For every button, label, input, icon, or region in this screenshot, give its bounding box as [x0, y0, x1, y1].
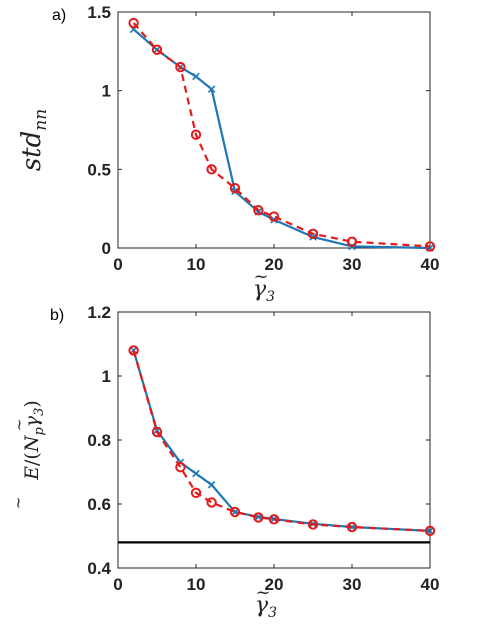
- x-tick-label: 10: [187, 575, 206, 594]
- x-tick-label: 20: [265, 575, 284, 594]
- data-point-circle-marker: [346, 236, 358, 247]
- x-tick-label: 40: [421, 255, 440, 274]
- y-axis-label-b: E/(Npγ3) ~ ~: [9, 400, 47, 509]
- y-tick-label: 0.4: [87, 559, 111, 578]
- data-point-circle-marker: [175, 61, 186, 73]
- x-tick-label: 0: [113, 255, 122, 274]
- data-point-circle-marker: [253, 512, 264, 523]
- plot-b-area: 0 10 20 30 40 0.4 0.6 0.8 1 1.2: [87, 303, 439, 594]
- data-point-circle-marker: [229, 183, 241, 194]
- data-point-circle-marker: [206, 164, 217, 175]
- y-tick-label: 0.5: [87, 160, 111, 179]
- y-tick-label: 0.6: [87, 495, 111, 514]
- data-point-x-marker: [207, 85, 216, 93]
- panel-a-label: a): [52, 7, 66, 24]
- svg-text:~: ~: [9, 497, 27, 510]
- data-point-circle-marker: [253, 205, 264, 216]
- data-point-circle-marker: [175, 462, 186, 473]
- data-point-x-marker: [192, 72, 200, 81]
- x-tick-label: 30: [343, 255, 362, 274]
- data-point-circle-marker: [190, 487, 202, 498]
- svg-text:~: ~: [10, 419, 28, 432]
- data-point-circle-marker: [307, 228, 319, 240]
- y-tick-label: 0.8: [87, 431, 111, 450]
- y-tick-label: 1: [102, 82, 111, 101]
- panel-b-label: b): [50, 307, 64, 324]
- data-point-circle-marker: [229, 506, 241, 518]
- x-tick-label: 0: [113, 575, 122, 594]
- data-point-x-marker: [192, 469, 200, 478]
- x-tick-label: 30: [343, 575, 362, 594]
- data-point-circle-marker: [268, 514, 280, 525]
- data-point-circle-marker: [307, 519, 319, 530]
- x-tick-label: 10: [187, 255, 206, 274]
- y-tick-label: 1.2: [87, 303, 111, 322]
- y-tick-label: 1: [102, 367, 111, 386]
- data-point-circle-marker: [268, 211, 280, 222]
- data-point-circle-marker: [151, 426, 163, 438]
- data-point-circle-marker: [128, 345, 139, 356]
- panel-b: b) 0 10 20 30 400.40.60.811.2 E/(Npγ3) ~ ~ γ…: [9, 303, 439, 621]
- data-point-circle-marker: [346, 521, 358, 533]
- y-tick-label: 0: [102, 239, 111, 258]
- svg-text:~: ~: [253, 266, 268, 287]
- x-tick-label: 40: [421, 575, 440, 594]
- data-point-circle-marker: [151, 44, 163, 55]
- svg-text:E/(Npγ3): E/(Npγ3): [21, 400, 47, 481]
- series-line-solid: [132, 28, 431, 250]
- y-tick-label: 1.5: [87, 3, 111, 22]
- data-point-x-marker: [207, 481, 216, 489]
- data-point-circle-marker: [190, 129, 202, 140]
- data-point-x-marker: [309, 233, 317, 241]
- data-point-circle-marker: [424, 525, 436, 537]
- series-line-dashed: [132, 350, 431, 532]
- plot-a-area: 0 10 20 30 40 0 0.5 1 1.5: [87, 3, 439, 274]
- svg-text:~: ~: [255, 582, 270, 603]
- series-line-dashed: [132, 22, 431, 248]
- data-point-x-marker: [231, 508, 239, 516]
- data-point-circle-marker: [424, 241, 436, 252]
- data-point-circle-marker: [128, 17, 139, 29]
- y-axis-label-a: stdnn: [17, 109, 51, 171]
- data-point-circle-marker: [206, 497, 217, 508]
- series-line-solid: [132, 350, 431, 532]
- x-tick-label: 20: [265, 255, 284, 274]
